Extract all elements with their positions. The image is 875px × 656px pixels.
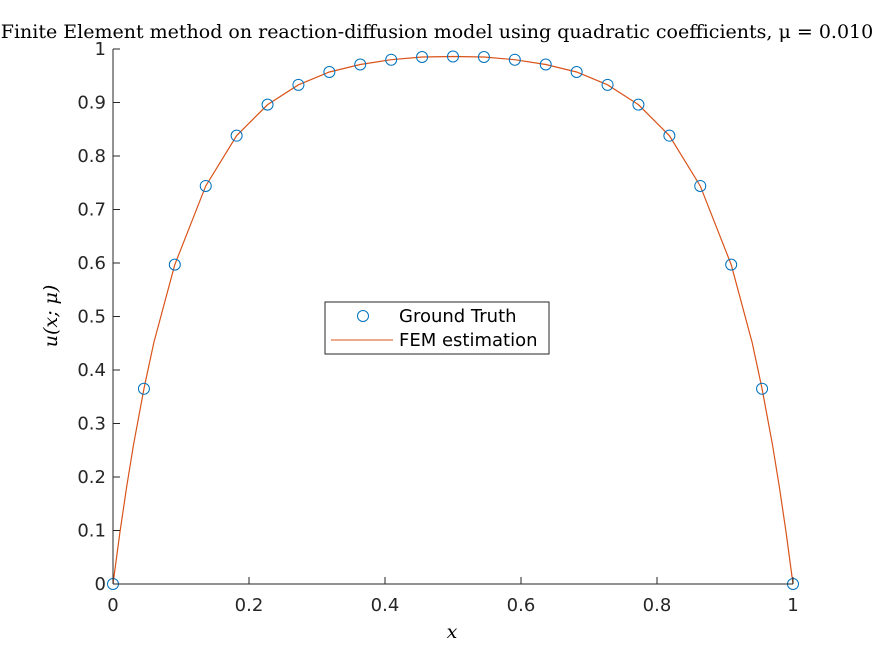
y-tick-label: 0.1 (77, 521, 106, 542)
y-tick-label: 0.5 (77, 307, 106, 328)
data-point-ground-truth (168, 258, 181, 271)
data-point-ground-truth (663, 129, 676, 142)
y-tick-label: 0.9 (77, 93, 106, 114)
data-point-ground-truth (447, 50, 459, 63)
y-tick-label: 0.3 (77, 414, 106, 435)
y-tick-label: 0.4 (77, 360, 106, 381)
data-point-ground-truth (137, 382, 150, 395)
y-tick-label: 0.2 (77, 467, 106, 488)
data-point-ground-truth (261, 98, 274, 111)
data-point-ground-truth (508, 53, 521, 66)
legend-label-fem-estimation: FEM estimation (399, 330, 538, 351)
legend-marker-ground-truth (357, 310, 369, 322)
data-point-ground-truth (385, 53, 398, 66)
data-point-ground-truth (230, 129, 243, 142)
data-point-ground-truth (354, 58, 367, 71)
series-line-fem-estimation (112, 55, 794, 585)
x-tick-label: 0 (107, 595, 118, 616)
data-point-ground-truth (601, 78, 614, 91)
data-point-ground-truth (292, 78, 305, 91)
chart-title: Finite Element method on reaction-diffus… (1, 21, 873, 43)
x-tick-label: 0.6 (507, 595, 536, 616)
y-tick-label: 0.8 (77, 146, 106, 167)
x-tick-label: 0.2 (235, 595, 264, 616)
data-point-ground-truth (477, 51, 490, 64)
data-point-ground-truth (539, 58, 552, 71)
x-axis-label: x (447, 621, 458, 643)
legend: Ground Truth FEM estimation (324, 301, 550, 355)
plot-layer (107, 50, 799, 590)
data-point-ground-truth (199, 179, 212, 192)
y-tick-label: 1 (95, 39, 106, 60)
axes-layer: 0 0.2 0.4 0.6 0.8 1 0 0.1 0.2 0.3 0.4 0.5 0.6 0.7 0.8 0… (77, 39, 798, 616)
x-tick-label: 0.8 (643, 595, 672, 616)
data-point-ground-truth (725, 258, 738, 271)
y-axis-label: u(x; μ) (40, 285, 62, 348)
data-point-ground-truth (632, 98, 645, 111)
data-point-ground-truth (756, 382, 769, 395)
data-point-ground-truth (323, 66, 336, 79)
data-point-ground-truth (416, 51, 429, 64)
x-tick-label: 0.4 (371, 595, 400, 616)
data-point-ground-truth (570, 66, 583, 79)
y-tick-label: 0.7 (77, 200, 106, 221)
y-tick-label: 0.6 (77, 253, 106, 274)
y-tick-label: 0 (95, 574, 106, 595)
x-tick-label: 1 (787, 595, 798, 616)
data-point-ground-truth (694, 179, 707, 192)
legend-label-ground-truth: Ground Truth (399, 306, 517, 327)
